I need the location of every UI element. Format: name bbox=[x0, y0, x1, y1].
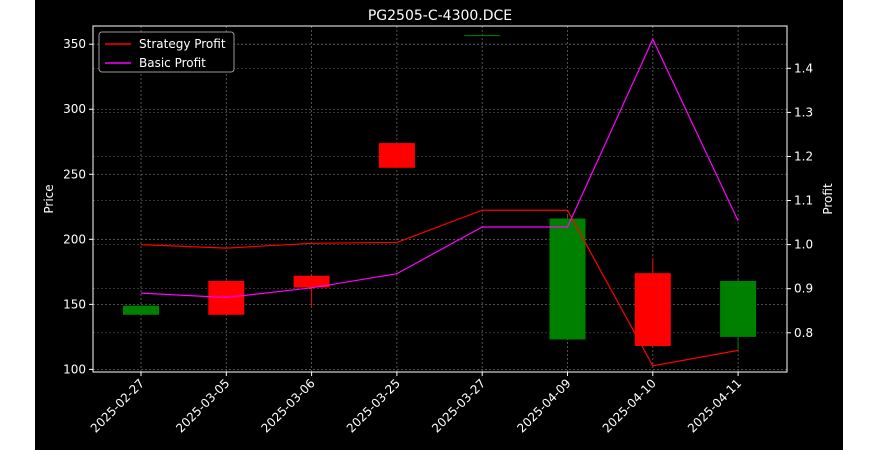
legend-label: Basic Profit bbox=[139, 56, 206, 70]
x-tick-label: 2025-03-25 bbox=[344, 376, 403, 435]
candle-body bbox=[634, 273, 671, 346]
chart-figure: 100 150 200 250 300 350 0.8 0.9 1.0 1.1 1.2 1.3 1.4 2… bbox=[35, 0, 843, 450]
x-tick-label: 2025-03-06 bbox=[259, 376, 318, 435]
y-left-tick-label: 300 bbox=[63, 102, 86, 116]
y-right-tick-label: 1.1 bbox=[794, 194, 813, 208]
candle-body bbox=[464, 35, 501, 37]
candle-body bbox=[549, 218, 586, 340]
y-left-tick-label: 100 bbox=[63, 362, 86, 376]
y-right-tick-label: 1.2 bbox=[794, 149, 813, 163]
x-tick-label: 2025-03-27 bbox=[429, 376, 488, 435]
x-tick-label: 2025-04-10 bbox=[600, 376, 659, 435]
legend-box bbox=[98, 31, 235, 73]
y-left-tick-label: 150 bbox=[63, 297, 86, 311]
series-line-basic-profit bbox=[140, 37, 739, 299]
y-right-tick-label: 0.9 bbox=[794, 282, 813, 296]
legend-label: Strategy Profit bbox=[139, 37, 226, 51]
candle-body bbox=[378, 143, 415, 168]
x-tick-label: 2025-04-11 bbox=[685, 376, 744, 435]
y-right-tick-label: 1.4 bbox=[794, 61, 813, 75]
y-right-tick-label: 1.3 bbox=[794, 105, 813, 119]
y-left-tick-label: 250 bbox=[63, 167, 86, 181]
chart-title: PG2505-C-4300.DCE bbox=[368, 8, 512, 24]
y-right-label: Profit bbox=[821, 183, 835, 215]
x-tick-label: 2025-02-27 bbox=[88, 376, 147, 435]
y-left-tick-label: 350 bbox=[63, 37, 86, 51]
x-tick-label: 2025-04-09 bbox=[514, 376, 573, 435]
candle-body bbox=[720, 280, 757, 337]
x-tick-label: 2025-03-05 bbox=[173, 376, 232, 435]
y-right-tick-label: 0.8 bbox=[794, 326, 813, 340]
series-line-strategy-profit bbox=[140, 209, 739, 367]
plot-frame bbox=[92, 25, 788, 373]
candle-body bbox=[123, 305, 159, 315]
candle-body bbox=[293, 275, 330, 288]
chart-svg: 100 150 200 250 300 350 0.8 0.9 1.0 1.1 1.2 1.3 1.4 2… bbox=[42, 8, 835, 435]
y-left-tick-label: 200 bbox=[63, 232, 86, 246]
y-right-tick-label: 1.0 bbox=[794, 238, 813, 252]
y-left-label: Price bbox=[42, 184, 56, 213]
